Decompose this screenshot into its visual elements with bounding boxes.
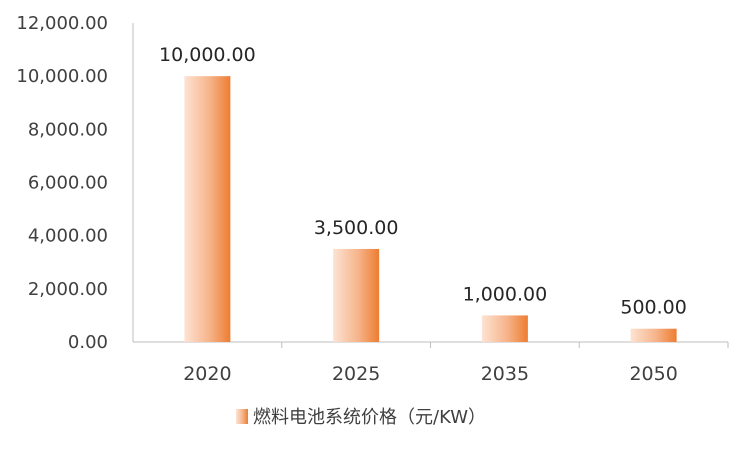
x-tick-label: 2020 [183, 363, 231, 385]
y-tick-label: 8,000.00 [28, 119, 108, 140]
y-tick-label: 0.00 [68, 332, 108, 353]
y-tick-label: 12,000.00 [16, 13, 108, 34]
bar-2035 [481, 315, 528, 342]
data-labels: 10,000.00 3,500.00 1,000.00 500.00 [159, 44, 687, 319]
bars [184, 76, 677, 343]
y-tick-label: 6,000.00 [28, 173, 108, 194]
y-tick-label: 4,000.00 [28, 226, 108, 247]
data-label-2020: 10,000.00 [159, 44, 256, 66]
data-label-2025: 3,500.00 [314, 217, 399, 239]
y-tick-label: 2,000.00 [28, 279, 108, 300]
legend: 燃料电池系统价格（元/KW） [236, 407, 486, 428]
y-axis: 0.00 2,000.00 4,000.00 6,000.00 8,000.00 10,0… [16, 13, 134, 353]
x-tick-label: 2035 [481, 363, 529, 385]
y-tick-label: 10,000.00 [16, 66, 108, 87]
legend-label: 燃料电池系统价格（元/KW） [253, 407, 486, 428]
x-tick-label: 2050 [629, 363, 677, 385]
bar-2050 [630, 328, 677, 342]
data-label-2050: 500.00 [620, 297, 686, 319]
bar-2025 [333, 248, 380, 342]
bar-2020 [184, 76, 231, 343]
x-tick-label: 2025 [332, 363, 380, 385]
data-label-2035: 1,000.00 [463, 283, 548, 305]
x-axis: 2020 2025 2035 2050 [133, 341, 729, 385]
legend-swatch [236, 409, 248, 424]
